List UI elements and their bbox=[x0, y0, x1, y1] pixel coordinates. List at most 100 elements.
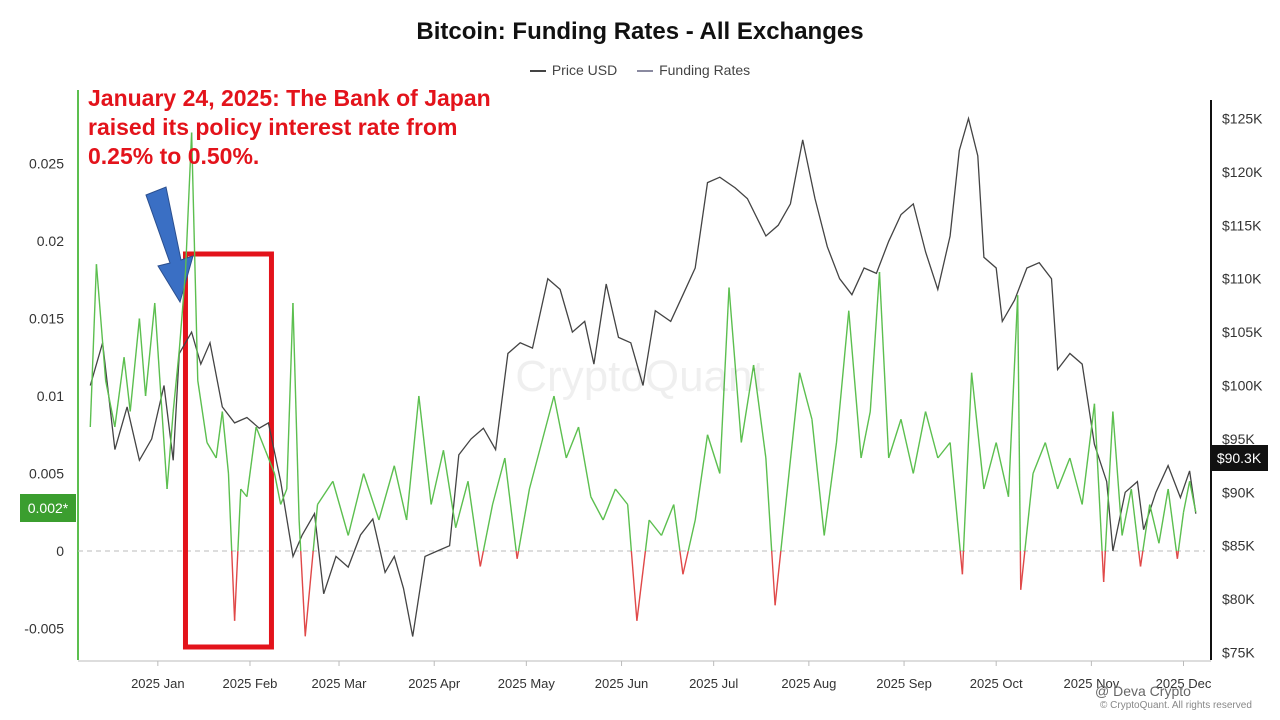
price-current-badge: $90.3K bbox=[1210, 445, 1268, 471]
funding-segment-84b bbox=[962, 372, 973, 552]
funding-segment-43b bbox=[482, 504, 494, 552]
funding-segment-9 bbox=[160, 395, 168, 490]
y-right-tick-label-8: $85K bbox=[1222, 538, 1255, 554]
y-right-tick-label-10: $75K bbox=[1222, 645, 1255, 661]
tick-labels: 0.025 0.02 0.015 0.01 0.005 0 -0.005 $125K $120K… bbox=[24, 111, 1263, 692]
legend-item-funding[interactable]: Funding Rates bbox=[637, 62, 750, 78]
funding-segment-19b bbox=[231, 550, 236, 621]
funding-segment-105b bbox=[1177, 512, 1185, 552]
y-right-tick-label-0: $125K bbox=[1222, 111, 1263, 127]
y-right-tick-label-1: $120K bbox=[1222, 164, 1263, 180]
funding-segment-107 bbox=[1188, 481, 1197, 513]
funding-segment-106 bbox=[1182, 481, 1191, 513]
funding-segment-46b bbox=[517, 488, 531, 552]
funding-segment-93 bbox=[1056, 457, 1071, 490]
funding-segment-23 bbox=[255, 426, 266, 451]
funding-segment-83a bbox=[949, 442, 961, 552]
funding-segment-73 bbox=[835, 310, 850, 443]
funding-segment-41 bbox=[455, 481, 469, 528]
funding-segment-7 bbox=[144, 302, 156, 397]
funding-segment-72 bbox=[823, 442, 838, 536]
funding-segment-31 bbox=[316, 480, 334, 505]
funding-segment-40 bbox=[442, 450, 457, 528]
funding-segment-36 bbox=[393, 465, 408, 521]
funding-segment-19a bbox=[227, 473, 233, 552]
funding-segment-11 bbox=[172, 349, 181, 412]
x-tick-label-9: 2025 Oct bbox=[970, 676, 1023, 691]
funding-segment-53 bbox=[602, 488, 617, 521]
funding-segment-42b bbox=[477, 550, 481, 567]
funding-segment-59a bbox=[673, 504, 681, 552]
y-left-tick-label-1: 0.02 bbox=[37, 233, 64, 249]
funding-segment-52 bbox=[590, 496, 604, 521]
funding-segment-30b bbox=[312, 504, 319, 552]
funding-segment-91 bbox=[1032, 442, 1046, 474]
funding-segment-38 bbox=[418, 395, 432, 505]
funding-segment-74 bbox=[848, 310, 862, 459]
y-right-tick-label-2: $115K bbox=[1222, 217, 1262, 233]
y-right-tick-label-5: $100K bbox=[1222, 378, 1263, 394]
chart-title: Bitcoin: Funding Rates - All Exchanges bbox=[416, 18, 864, 45]
funding-segment-89a bbox=[1016, 295, 1022, 552]
funding-segment-49 bbox=[553, 395, 567, 459]
funding-segment-76 bbox=[869, 271, 881, 412]
funding-segment-25 bbox=[273, 473, 282, 505]
legend-label-price: Price USD bbox=[551, 62, 618, 78]
footer-note: @ Deva Crypto bbox=[1095, 683, 1191, 699]
funding-segment-94 bbox=[1069, 457, 1083, 505]
funding-segment-20b bbox=[237, 488, 242, 552]
y-right-tick-label-4: $105K bbox=[1222, 324, 1263, 340]
funding-segment-56b bbox=[644, 519, 650, 552]
funding-segment-60b bbox=[687, 519, 696, 552]
funding-segment-51 bbox=[577, 426, 592, 497]
funding-segment-16 bbox=[206, 442, 217, 459]
funding-segment-97a bbox=[1102, 550, 1107, 583]
y-left-tick-label-5: 0 bbox=[56, 543, 64, 559]
funding-segment-71 bbox=[811, 419, 825, 536]
funding-segment-4 bbox=[123, 357, 131, 412]
funding-segment-15 bbox=[197, 380, 208, 443]
funding-segment-45a bbox=[504, 457, 517, 552]
y-left-tick-label-4: 0.005 bbox=[29, 466, 64, 482]
highlight-box bbox=[182, 251, 274, 650]
funding-segment-47 bbox=[528, 442, 543, 490]
funding-segment-55a bbox=[626, 504, 633, 552]
funding-segment-100a bbox=[1130, 488, 1140, 552]
chart-axes bbox=[77, 90, 1212, 666]
y-left-tick-label-6: -0.005 bbox=[24, 621, 64, 637]
funding-segment-87 bbox=[995, 442, 1010, 497]
funding-segment-82 bbox=[937, 442, 951, 459]
funding-segment-29a bbox=[298, 519, 302, 552]
funding-segment-21 bbox=[240, 488, 248, 498]
funding-segment-86 bbox=[983, 442, 997, 490]
funding-segment-10 bbox=[166, 411, 174, 490]
y-right-tick-label-3: $110K bbox=[1222, 271, 1262, 287]
funding-segment-13 bbox=[184, 132, 193, 273]
price-layer bbox=[89, 115, 1197, 637]
funding-segment-99 bbox=[1121, 488, 1132, 536]
funding-segment-61 bbox=[694, 434, 709, 521]
legend-item-price[interactable]: Price USD bbox=[529, 62, 618, 78]
funding-segment-44 bbox=[491, 457, 506, 505]
funding-segment-98 bbox=[1112, 411, 1123, 536]
legend-swatch-funding bbox=[637, 70, 654, 73]
x-tick-label-5: 2025 Jun bbox=[595, 676, 649, 691]
funding-segment-60a bbox=[682, 550, 689, 575]
x-tick-label-0: 2025 Jan bbox=[131, 676, 185, 691]
funding-segment-69 bbox=[786, 372, 801, 490]
funding-segment-17 bbox=[215, 411, 224, 459]
funding-segment-43a bbox=[479, 550, 485, 567]
copyright-text: © CryptoQuant. All rights reserved bbox=[1100, 700, 1252, 711]
funding-segment-27 bbox=[286, 302, 294, 490]
funding-segment-101b bbox=[1142, 504, 1151, 552]
funding-segment-20a bbox=[233, 550, 239, 621]
funding-segment-105a bbox=[1176, 550, 1180, 559]
funding-segment-5 bbox=[129, 318, 141, 412]
x-tick-label-11: 2025 Dec bbox=[1156, 676, 1212, 691]
funding-segment-30a bbox=[304, 550, 314, 637]
funding-segment-35 bbox=[378, 465, 395, 521]
funding-segment-90b bbox=[1024, 473, 1034, 552]
funding-segment-104a bbox=[1167, 488, 1178, 552]
funding-segment-68b bbox=[780, 488, 789, 552]
funding-segment-56a bbox=[636, 550, 647, 621]
